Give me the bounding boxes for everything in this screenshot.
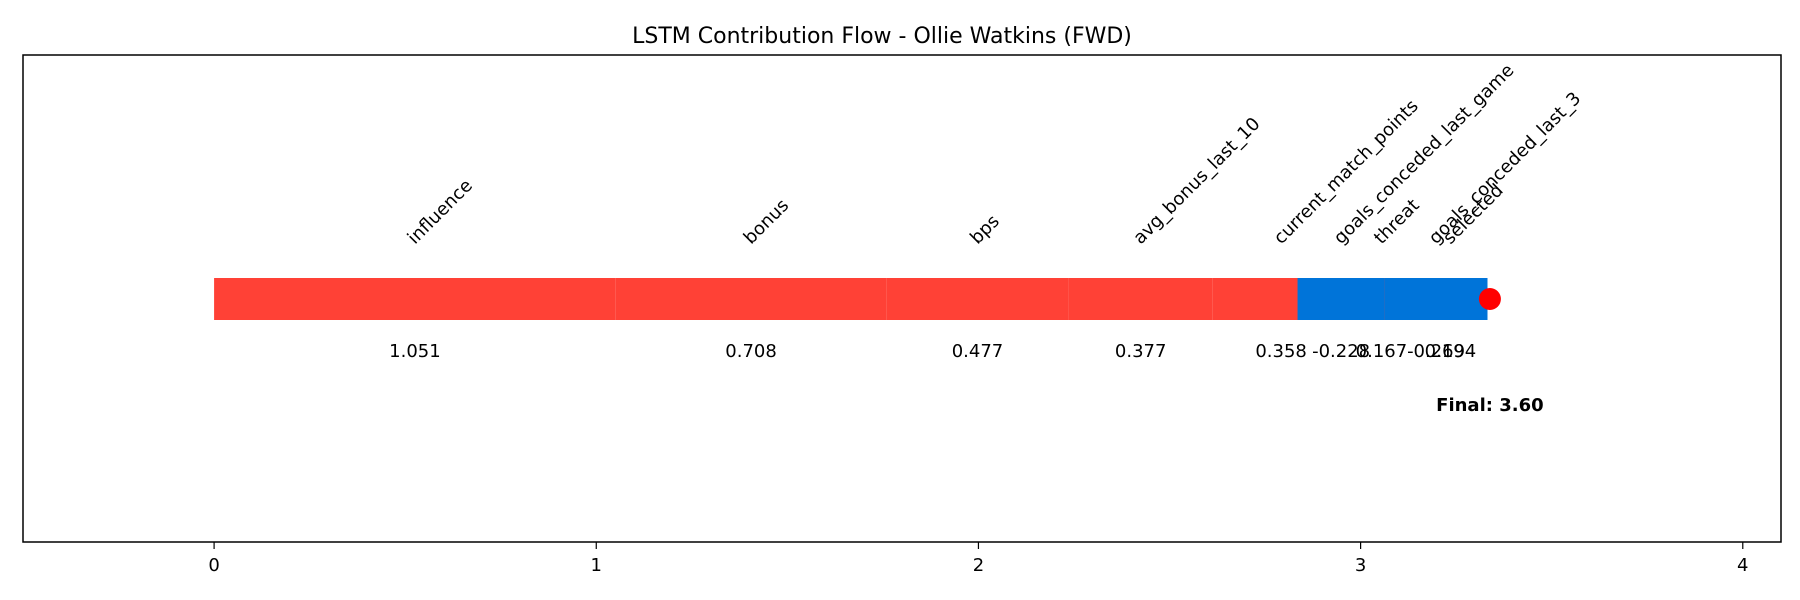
x-tick-label-3: 3 xyxy=(1355,555,1366,576)
contribution-bar-goals_conceded_last_3 xyxy=(1384,278,1488,320)
value-label-influence: 1.051 xyxy=(389,341,441,362)
final-group: Final: 3.60 xyxy=(1436,288,1544,416)
contribution-bars xyxy=(214,278,1488,320)
feature-label-goals_conceded_last_3: goals_conceded_last_3 xyxy=(1425,88,1586,249)
value-labels: 1.051 0.708 0.477 0.377 0.358 0.167 0.194-0.26… xyxy=(389,341,1476,362)
chart-title: LSTM Contribution Flow - Ollie Watkins (… xyxy=(632,24,1132,49)
contribution-bar-goals_conceded_last_game xyxy=(1297,278,1385,320)
value-label-goals_conceded_last_3: -0.269 xyxy=(1407,341,1465,362)
value-label-selected: 0.194 xyxy=(1425,341,1477,362)
value-label-current_match_points: 0.358 xyxy=(1255,341,1307,362)
contribution-bar-bonus xyxy=(615,278,887,320)
contribution-bar-avg_bonus_last_10 xyxy=(1068,278,1213,320)
x-tick-label-0: 0 xyxy=(208,555,219,576)
value-label-threat: 0.167 xyxy=(1356,341,1408,362)
plot-frame xyxy=(22,54,1782,543)
value-label-bonus: 0.708 xyxy=(725,341,777,362)
value-label-avg_bonus_last_10: 0.377 xyxy=(1115,341,1167,362)
feature-label-influence: influence xyxy=(404,175,477,248)
value-label-bps: 0.477 xyxy=(952,341,1004,362)
feature-label-bps: bps xyxy=(966,211,1004,249)
value-label-goals_conceded_last_game: -0.228 xyxy=(1312,341,1370,362)
x-axis: 0 1 2 3 4 xyxy=(208,542,1749,576)
feature-label-bonus: bonus xyxy=(740,195,793,248)
x-tick-label-1: 1 xyxy=(591,555,602,576)
contribution-bar-bps xyxy=(886,278,1069,320)
x-tick-label-4: 4 xyxy=(1737,555,1748,576)
feature-label-avg_bonus_last_10: avg_bonus_last_10 xyxy=(1129,113,1264,248)
final-label: Final: 3.60 xyxy=(1436,395,1543,416)
feature-labels: influence bonus bps avg_bonus_last_10 curren… xyxy=(404,60,1586,249)
contribution-bar-influence xyxy=(214,278,616,320)
final-marker xyxy=(1478,288,1501,310)
x-tick-label-2: 2 xyxy=(973,555,984,576)
